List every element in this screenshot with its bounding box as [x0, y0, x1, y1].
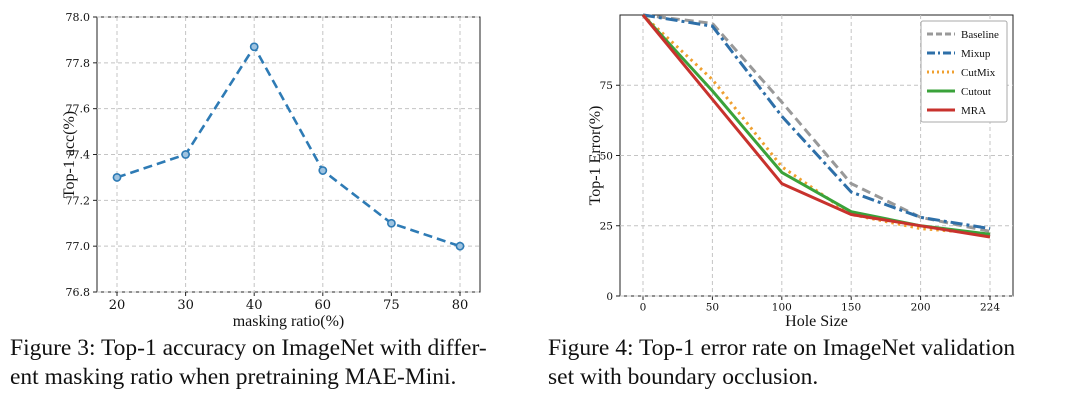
x-tick-label: 75: [383, 298, 400, 313]
caption-line: Figure 4: Top-1 error rate on ImageNet v…: [548, 335, 1016, 361]
y-axis-label: Top-1 acc(%): [61, 111, 78, 198]
x-axis-label: masking ratio(%): [233, 313, 345, 330]
y-tick-label: 77.0: [66, 240, 91, 253]
y-tick-label: 76.8: [66, 286, 91, 299]
x-tick-label: 20: [109, 298, 126, 313]
data-point: [318, 166, 328, 175]
y-tick-label: 77.6: [66, 103, 91, 116]
y-tick-label: 77.4: [66, 148, 91, 161]
chart-hole-size: 0 50 100 150 200 224 0 25 50 75 Hole Size Top-1 Err…: [587, 13, 1014, 330]
data-point: [181, 150, 190, 159]
y-tick-label: 75: [600, 80, 613, 92]
data-point: [455, 241, 465, 251]
y-tick-label: 0: [606, 291, 613, 303]
series-line: [641, 14, 991, 239]
data-point: [386, 218, 396, 228]
chart-masking-ratio: 20 30 40 60 75 80 76.8 77.0 77.2 77.4 77.6 77.8 78.0…: [61, 11, 481, 330]
series-line: [642, 13, 991, 231]
x-axis-label: Hole Size: [785, 313, 848, 330]
x-tick-label: 30: [177, 298, 194, 313]
x-tick-label: 0: [640, 302, 647, 314]
y-axis-label: Top-1 Error(%): [587, 106, 604, 206]
legend-label: Mixup: [961, 48, 991, 60]
data-point: [249, 42, 259, 52]
caption-line: set with boundary occlusion.: [548, 364, 819, 390]
x-tick-label: 150: [841, 302, 861, 314]
x-tick-label: 50: [706, 302, 719, 314]
caption-line: ent masking ratio when pretraining MAE-M…: [10, 364, 457, 390]
y-tick-label: 25: [600, 221, 613, 233]
x-tick-label: 100: [772, 302, 792, 314]
legend-label: CutMix: [961, 67, 996, 79]
figure-4: 0 50 100 150 200 224 0 25 50 75 Hole Size Top-1 Err…: [540, 0, 1080, 330]
caption-line: Figure 3: Top-1 accuracy on ImageNet wit…: [10, 335, 487, 361]
x-tick-label: 40: [246, 298, 263, 313]
y-tick-label: 77.8: [66, 57, 91, 70]
figure-3: 20 30 40 60 75 80 76.8 77.0 77.2 77.4 77.6 77.8 78.0…: [0, 0, 540, 330]
x-tick-label: 200: [911, 302, 931, 314]
legend-label: MRA: [961, 105, 986, 117]
y-tick-label: 78.0: [66, 11, 91, 24]
y-tick-label: 50: [600, 150, 613, 162]
x-tick-label: 224: [980, 302, 1000, 314]
y-tick-label: 77.2: [66, 194, 91, 207]
x-tick-label: 60: [315, 298, 332, 313]
figure-4-caption: Figure 4: Top-1 error rate on ImageNet v…: [548, 334, 1078, 392]
legend-label: Cutout: [961, 86, 991, 98]
legend-label: Baseline: [961, 29, 999, 41]
legend-box: [920, 20, 1008, 123]
data-point: [112, 173, 122, 182]
x-tick-label: 80: [452, 298, 469, 313]
figure-3-caption: Figure 3: Top-1 accuracy on ImageNet wit…: [10, 334, 540, 392]
series-line: [116, 45, 461, 248]
